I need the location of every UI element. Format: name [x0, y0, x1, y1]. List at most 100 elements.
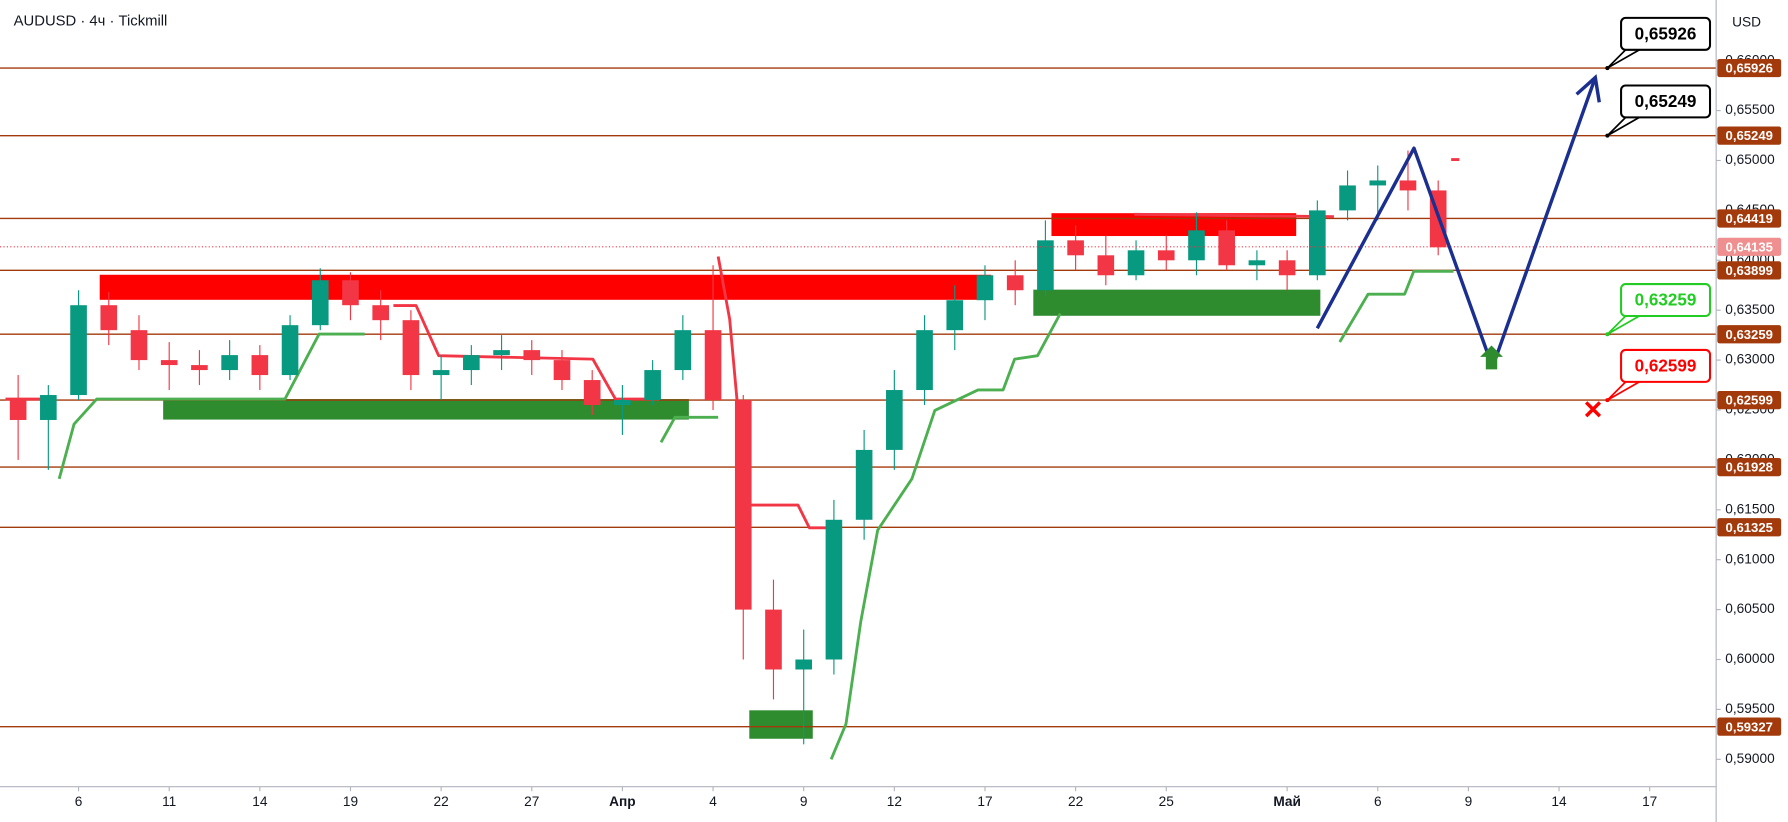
x-tick-label: 22: [1068, 794, 1083, 809]
stop-cross: [1584, 401, 1602, 418]
callout-label: 0,65249: [1635, 92, 1697, 111]
candle-body: [1006, 275, 1024, 291]
x-tick-label: 9: [800, 794, 808, 809]
candle-body: [1399, 180, 1417, 191]
plot-area: [0, 67, 1717, 760]
callout-label: 0,65926: [1635, 25, 1697, 44]
buy-arrow: [1480, 345, 1503, 370]
time-axis: [0, 786, 1717, 822]
currency-label: USD: [1732, 14, 1761, 29]
candle-body: [1248, 260, 1266, 266]
candle-body: [160, 360, 178, 366]
zone: [1033, 289, 1321, 316]
candle-body: [1218, 230, 1236, 266]
x-tick-label: 6: [1374, 794, 1382, 809]
current-price-label: 0,64135: [1726, 239, 1773, 254]
candle-body: [1157, 250, 1175, 261]
x-tick-label: 17: [1642, 794, 1657, 809]
level-label: 0,65249: [1726, 128, 1773, 143]
x-tick-label: 14: [252, 794, 268, 809]
y-tick-label: 0,63000: [1725, 352, 1775, 367]
candle-body: [795, 659, 813, 670]
candle-body: [1037, 240, 1054, 291]
level-label-box: [1717, 261, 1782, 280]
callout-tip: [1605, 332, 1610, 337]
level-label: 0,62599: [1726, 393, 1773, 408]
candle-body: [311, 280, 329, 326]
candle-body: [130, 330, 148, 361]
candle-body: [886, 390, 903, 450]
level-label-box: [1717, 209, 1782, 228]
candle-body: [191, 365, 208, 371]
candle-body: [674, 330, 692, 371]
level-label-box: [1717, 325, 1782, 344]
candle-body: [100, 305, 118, 331]
candle-body: [1309, 210, 1326, 276]
candle-body: [40, 395, 57, 420]
candle-body: [1369, 180, 1387, 186]
level-label: 0,64419: [1726, 211, 1773, 226]
x-tick-label: 27: [524, 794, 539, 809]
x-tick-label: 22: [434, 794, 449, 809]
candle-body: [976, 275, 994, 301]
level-label-box: [1717, 717, 1782, 736]
candle-body: [644, 370, 661, 401]
candle-body: [493, 350, 510, 356]
level-label-box: [1717, 58, 1782, 78]
candle-body: [704, 330, 722, 401]
level-label: 0,63259: [1726, 327, 1773, 342]
x-tick-label: 9: [1465, 794, 1473, 809]
callout-box: [1620, 283, 1712, 318]
candle-body: [734, 400, 752, 610]
x-tick-label: 14: [1551, 794, 1567, 809]
y-tick-label: 0,60500: [1725, 601, 1775, 616]
candle-body: [432, 370, 450, 376]
x-tick-label: 11: [162, 794, 176, 809]
candle-body: [855, 449, 873, 520]
zone: [99, 274, 992, 300]
y-tick-label: 0,65000: [1725, 152, 1775, 167]
candle-body: [1067, 240, 1084, 256]
level-label-box: [1717, 390, 1782, 410]
callout-box: [1620, 348, 1712, 383]
y-tick-label: 0,60000: [1725, 651, 1775, 666]
zone: [749, 710, 813, 739]
level-label: 0,59327: [1726, 719, 1773, 734]
y-tick-label: 0,63500: [1725, 302, 1775, 317]
x-tick-label: 6: [75, 794, 83, 809]
candle-body: [1188, 230, 1205, 261]
candle-body: [614, 400, 631, 406]
candle-body: [825, 519, 843, 660]
candle-body: [523, 350, 541, 361]
x-tick-label: 17: [977, 794, 992, 809]
y-tick-label: 0,61000: [1725, 551, 1775, 566]
candle-body: [251, 355, 269, 376]
level-label: 0,61928: [1726, 460, 1773, 475]
x-tick-label: 25: [1159, 794, 1175, 809]
y-tick-label: 0,61500: [1725, 501, 1775, 516]
zone: [163, 399, 689, 420]
axes: 0,59000 0,59500 0,60000 0,60500 0,61000 0,615…: [75, 52, 1782, 809]
candle-body: [583, 380, 601, 406]
x-tick-label: Апр: [609, 794, 635, 809]
y-tick-label: 0,59500: [1725, 701, 1775, 716]
candle-body: [221, 355, 238, 371]
callout-tip: [1605, 398, 1610, 403]
level-label-box: [1717, 518, 1782, 537]
candle-body: [463, 355, 480, 371]
level-label: 0,61325: [1726, 520, 1773, 535]
candle-body: [1278, 260, 1296, 276]
callout-box: [1620, 84, 1712, 119]
current-price-box: [1717, 237, 1782, 256]
candle-body: [342, 280, 359, 306]
x-tick-label: Май: [1273, 794, 1301, 809]
callout-tip: [1605, 66, 1610, 71]
candle-body: [402, 320, 420, 376]
callout-tip: [1605, 133, 1610, 138]
x-tick-label: 12: [887, 794, 902, 809]
candle-body: [765, 609, 782, 670]
candle-body: [1339, 185, 1356, 211]
candle-body: [1097, 255, 1115, 276]
candle-body: [9, 398, 27, 420]
